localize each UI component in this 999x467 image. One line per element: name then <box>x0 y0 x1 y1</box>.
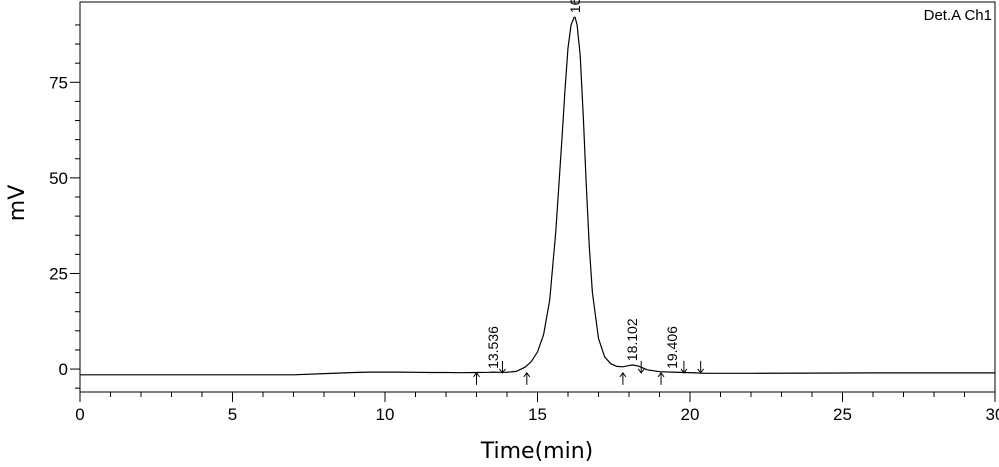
marker-arrowhead <box>619 372 627 378</box>
y-axis-ticks: 0 25 50 75 <box>49 24 80 389</box>
y-tick-label: 0 <box>59 360 68 379</box>
x-tick-label: 0 <box>75 405 84 424</box>
peak-label: 19.406 <box>664 326 680 369</box>
y-tick-label: 50 <box>49 169 68 188</box>
x-tick-label: 15 <box>528 405 547 424</box>
marker-arrowhead <box>523 372 531 378</box>
integration-start-marker <box>657 372 665 385</box>
x-tick-label: 20 <box>681 405 700 424</box>
integration-start-marker <box>523 372 531 385</box>
marker-arrowhead <box>657 372 665 378</box>
peak-label: 18.102 <box>624 318 640 361</box>
x-tick-label: 10 <box>376 405 395 424</box>
x-axis-ticks: 0 5 10 15 20 25 30 <box>75 392 999 424</box>
peak-label: 16.234 <box>567 0 583 13</box>
y-tick-label: 75 <box>49 73 68 92</box>
chromatogram-trace <box>80 16 995 376</box>
integration-end-marker <box>680 360 688 374</box>
x-axis-title: Time(min) <box>480 439 594 464</box>
channel-label: Det.A Ch1 <box>924 7 992 24</box>
y-axis-title: mV <box>5 185 30 221</box>
peak-label: 13.536 <box>485 326 501 369</box>
plot-frame <box>79 1 996 393</box>
x-tick-label: 5 <box>228 405 237 424</box>
x-tick-label: 25 <box>833 405 852 424</box>
y-tick-label: 25 <box>49 264 68 283</box>
integration-start-marker <box>473 372 480 385</box>
marker-arrowhead <box>637 368 645 374</box>
integration-start-marker <box>619 372 627 385</box>
integration-end-marker <box>697 360 705 374</box>
peak-labels: 13.536 16.234 18.102 19.406 <box>485 0 680 369</box>
x-tick-label: 30 <box>986 405 999 424</box>
